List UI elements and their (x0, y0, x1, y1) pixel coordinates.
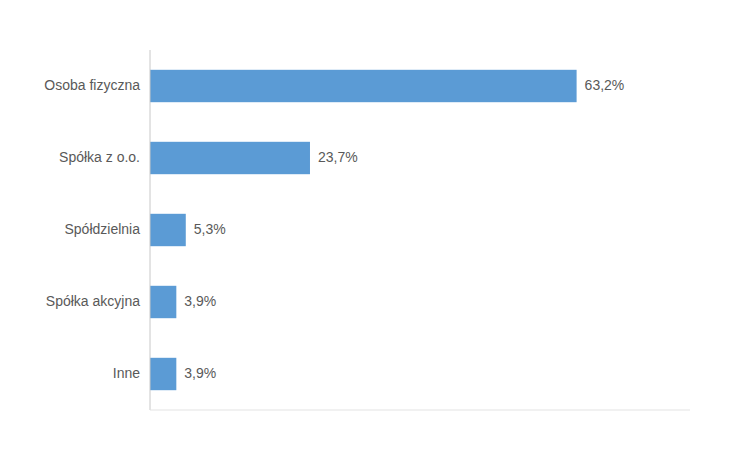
chart-container: Inne Spółka akcyjna Spółdzielnia Spółka z o… (0, 0, 750, 450)
bar (150, 214, 186, 246)
data-label: 23,7% (318, 149, 358, 165)
data-label: 63,2% (585, 77, 625, 93)
y-tick-label: Inne (113, 365, 140, 381)
y-tick-label: Spółka z o.o. (59, 149, 140, 165)
data-label: 3,9% (184, 293, 216, 309)
data-label: 3,9% (184, 365, 216, 381)
y-tick-label: Osoba fizyczna (44, 77, 140, 93)
y-tick-label: Spółdzielnia (65, 221, 141, 237)
y-tick-label: Spółka akcyjna (46, 293, 140, 309)
chart: Inne Spółka akcyjna Spółdzielnia Spółka z o… (0, 0, 750, 450)
bars (150, 70, 577, 390)
x-axis-line (150, 410, 690, 411)
bar (150, 358, 176, 390)
y-axis-line (150, 50, 151, 410)
bar (150, 286, 176, 318)
bar (150, 70, 577, 102)
bar (150, 142, 310, 174)
data-label: 5,3% (194, 221, 226, 237)
